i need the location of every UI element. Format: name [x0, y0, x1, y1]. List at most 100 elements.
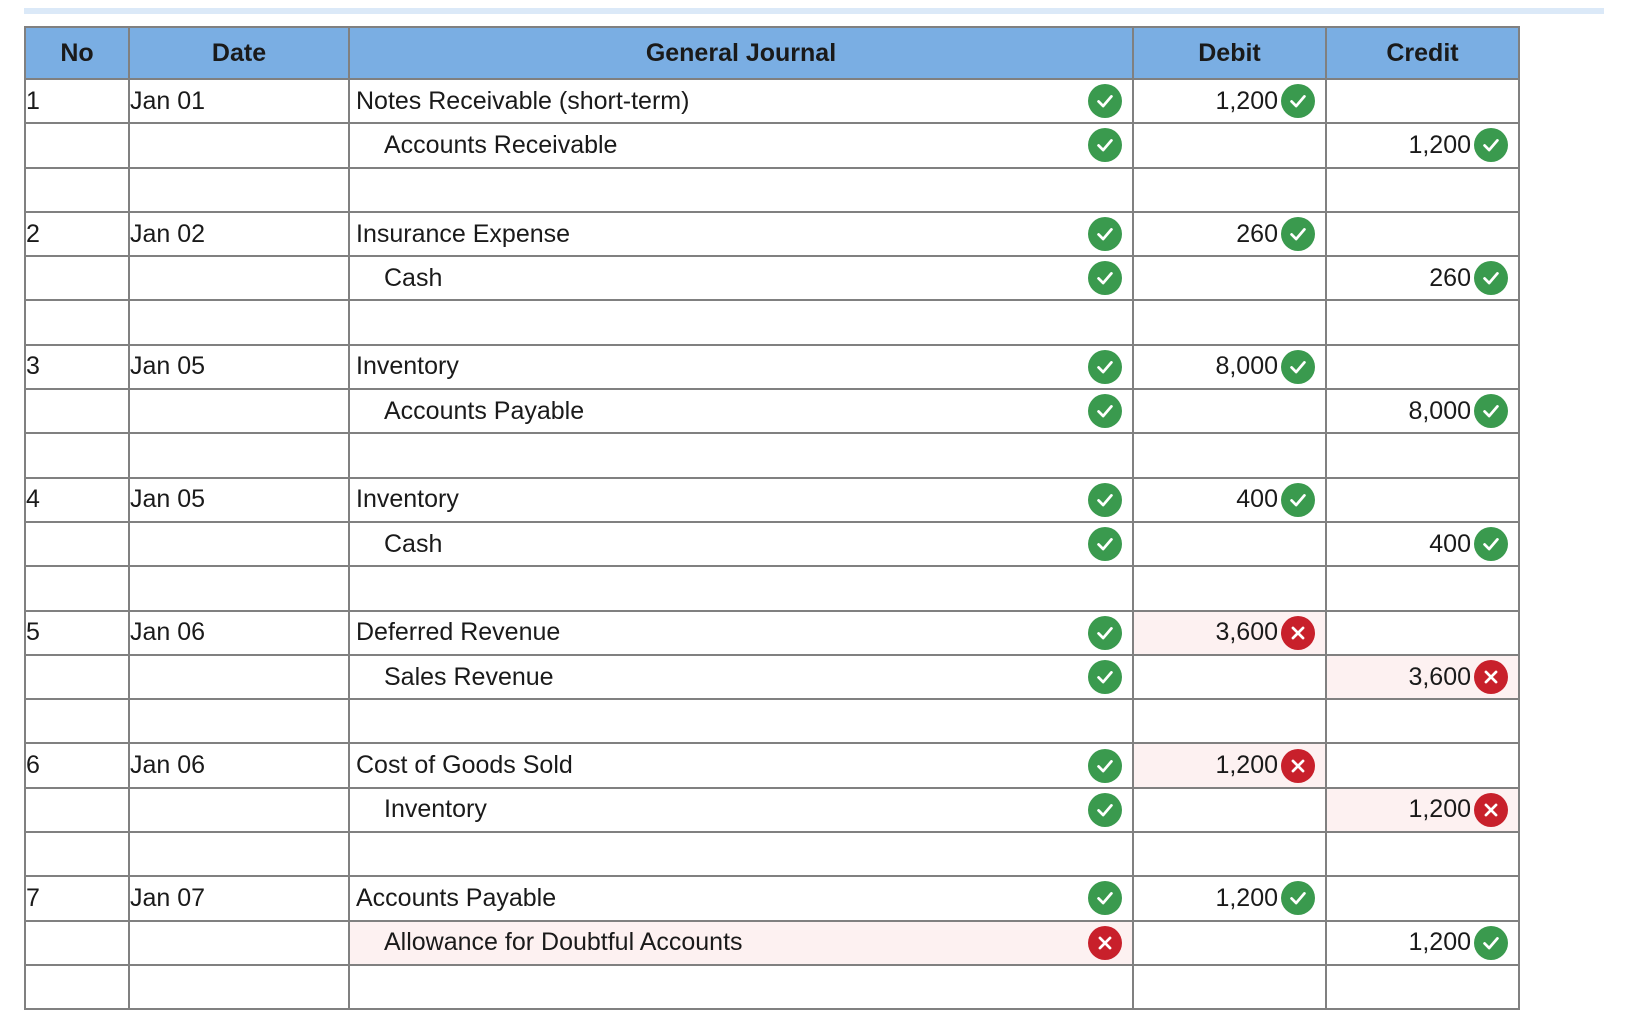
- entry-date-empty: [128, 919, 350, 966]
- check-circle-icon: [1281, 84, 1315, 119]
- credit-amount-cell[interactable]: [1325, 609, 1520, 656]
- debit-amount-cell[interactable]: 260: [1132, 210, 1327, 258]
- credit-amount-cell[interactable]: 400: [1325, 520, 1520, 568]
- entry-date-empty: [128, 520, 350, 568]
- entry-date: Jan 06: [128, 609, 350, 656]
- debit-amount-value: 8,000: [1215, 352, 1278, 381]
- entry-date-empty: [128, 122, 350, 169]
- debit-account-cell[interactable]: Cost of Goods Sold: [348, 742, 1134, 789]
- spacer-cell: [128, 698, 350, 745]
- credit-account-name: Inventory: [384, 795, 487, 824]
- spacer-cell: [128, 831, 350, 878]
- spacer-cell: [1132, 432, 1327, 479]
- spacer-cell: [24, 963, 130, 1010]
- debit-amount-cell[interactable]: 1,200: [1132, 742, 1327, 789]
- debit-account-cell[interactable]: Inventory: [348, 343, 1134, 391]
- entry-date-empty: [128, 255, 350, 302]
- credit-account-name: Cash: [384, 529, 443, 558]
- debit-account-name: Deferred Revenue: [356, 618, 561, 647]
- spacer-cell: [1325, 963, 1520, 1010]
- debit-amount-value: 1,200: [1215, 86, 1278, 115]
- spacer-cell: [1132, 565, 1327, 612]
- entry-number-empty: [24, 786, 130, 834]
- debit-amount-cell[interactable]: 8,000: [1132, 343, 1327, 391]
- entry-number-empty: [24, 122, 130, 169]
- debit-row: 1 Jan 01 Notes Receivable (short-term) 1,20…: [24, 77, 1520, 125]
- x-circle-icon: [1088, 925, 1122, 960]
- entry-number-empty: [24, 255, 130, 302]
- spacer-cell: [1325, 698, 1520, 745]
- entry-number: 2: [24, 210, 130, 258]
- x-circle-icon: [1474, 660, 1508, 694]
- spacer-cell: [1132, 166, 1327, 213]
- entry-date-empty: [128, 786, 350, 834]
- credit-account-cell[interactable]: Accounts Receivable: [348, 122, 1134, 169]
- check-circle-icon: [1088, 660, 1122, 694]
- credit-account-cell[interactable]: Sales Revenue: [348, 653, 1134, 701]
- check-circle-icon: [1474, 261, 1508, 296]
- debit-amount-cell[interactable]: [1132, 388, 1327, 435]
- debit-account-cell[interactable]: Notes Receivable (short-term): [348, 77, 1134, 125]
- debit-account-cell[interactable]: Accounts Payable: [348, 875, 1134, 922]
- spacer-cell: [1132, 831, 1327, 878]
- debit-amount-cell[interactable]: 1,200: [1132, 77, 1327, 125]
- spacer-cell: [348, 565, 1134, 612]
- entry-number: 7: [24, 875, 130, 922]
- debit-amount-cell[interactable]: 3,600: [1132, 609, 1327, 656]
- debit-account-name: Inventory: [356, 352, 459, 381]
- credit-amount-cell[interactable]: [1325, 343, 1520, 391]
- check-circle-icon: [1281, 881, 1315, 916]
- credit-amount-cell[interactable]: [1325, 210, 1520, 258]
- spacer-cell: [24, 698, 130, 745]
- credit-amount-value: 400: [1429, 529, 1471, 558]
- debit-amount-cell[interactable]: 400: [1132, 476, 1327, 523]
- credit-account-cell[interactable]: Inventory: [348, 786, 1134, 834]
- debit-account-cell[interactable]: Insurance Expense: [348, 210, 1134, 258]
- debit-amount-value: 3,600: [1215, 618, 1278, 647]
- debit-amount-cell[interactable]: [1132, 122, 1327, 169]
- debit-account-cell[interactable]: Deferred Revenue: [348, 609, 1134, 656]
- debit-account-cell[interactable]: Inventory: [348, 476, 1134, 523]
- spacer-row: [24, 698, 1520, 745]
- entry-number: 6: [24, 742, 130, 789]
- credit-account-cell[interactable]: Cash: [348, 255, 1134, 302]
- credit-amount-cell[interactable]: 3,600: [1325, 653, 1520, 701]
- spacer-cell: [1132, 963, 1327, 1010]
- header-row: No Date General Journal Debit Credit: [24, 26, 1520, 80]
- credit-amount-cell[interactable]: 8,000: [1325, 388, 1520, 435]
- debit-account-name: Cost of Goods Sold: [356, 751, 573, 780]
- spacer-cell: [128, 432, 350, 479]
- credit-amount-cell[interactable]: [1325, 875, 1520, 922]
- credit-row: Sales Revenue 3,600: [24, 653, 1520, 701]
- debit-amount-cell[interactable]: [1132, 919, 1327, 966]
- credit-account-cell[interactable]: Cash: [348, 520, 1134, 568]
- credit-amount-cell[interactable]: [1325, 742, 1520, 789]
- spacer-row: [24, 963, 1520, 1010]
- debit-amount-value: 400: [1236, 485, 1278, 514]
- debit-amount-cell[interactable]: 1,200: [1132, 875, 1327, 922]
- check-circle-icon: [1088, 128, 1122, 163]
- entry-number: 1: [24, 77, 130, 125]
- check-circle-icon: [1088, 261, 1122, 296]
- debit-amount-cell[interactable]: [1132, 786, 1327, 834]
- entry-date-empty: [128, 388, 350, 435]
- credit-amount-cell[interactable]: [1325, 476, 1520, 523]
- credit-account-name: Allowance for Doubtful Accounts: [384, 928, 743, 957]
- credit-account-cell[interactable]: Accounts Payable: [348, 388, 1134, 435]
- credit-amount-cell[interactable]: 1,200: [1325, 786, 1520, 834]
- spacer-cell: [128, 299, 350, 346]
- credit-account-name: Sales Revenue: [384, 662, 554, 691]
- debit-amount-cell[interactable]: [1132, 520, 1327, 568]
- credit-amount-value: 1,200: [1408, 130, 1471, 159]
- debit-amount-cell[interactable]: [1132, 255, 1327, 302]
- spacer-cell: [24, 831, 130, 878]
- debit-amount-cell[interactable]: [1132, 653, 1327, 701]
- credit-account-cell[interactable]: Allowance for Doubtful Accounts: [348, 919, 1134, 966]
- credit-amount-cell[interactable]: 1,200: [1325, 122, 1520, 169]
- credit-amount-cell[interactable]: 1,200: [1325, 919, 1520, 966]
- credit-amount-cell[interactable]: 260: [1325, 255, 1520, 302]
- credit-amount-cell[interactable]: [1325, 77, 1520, 125]
- spacer-cell: [348, 831, 1134, 878]
- spacer-cell: [128, 963, 350, 1010]
- spacer-cell: [348, 432, 1134, 479]
